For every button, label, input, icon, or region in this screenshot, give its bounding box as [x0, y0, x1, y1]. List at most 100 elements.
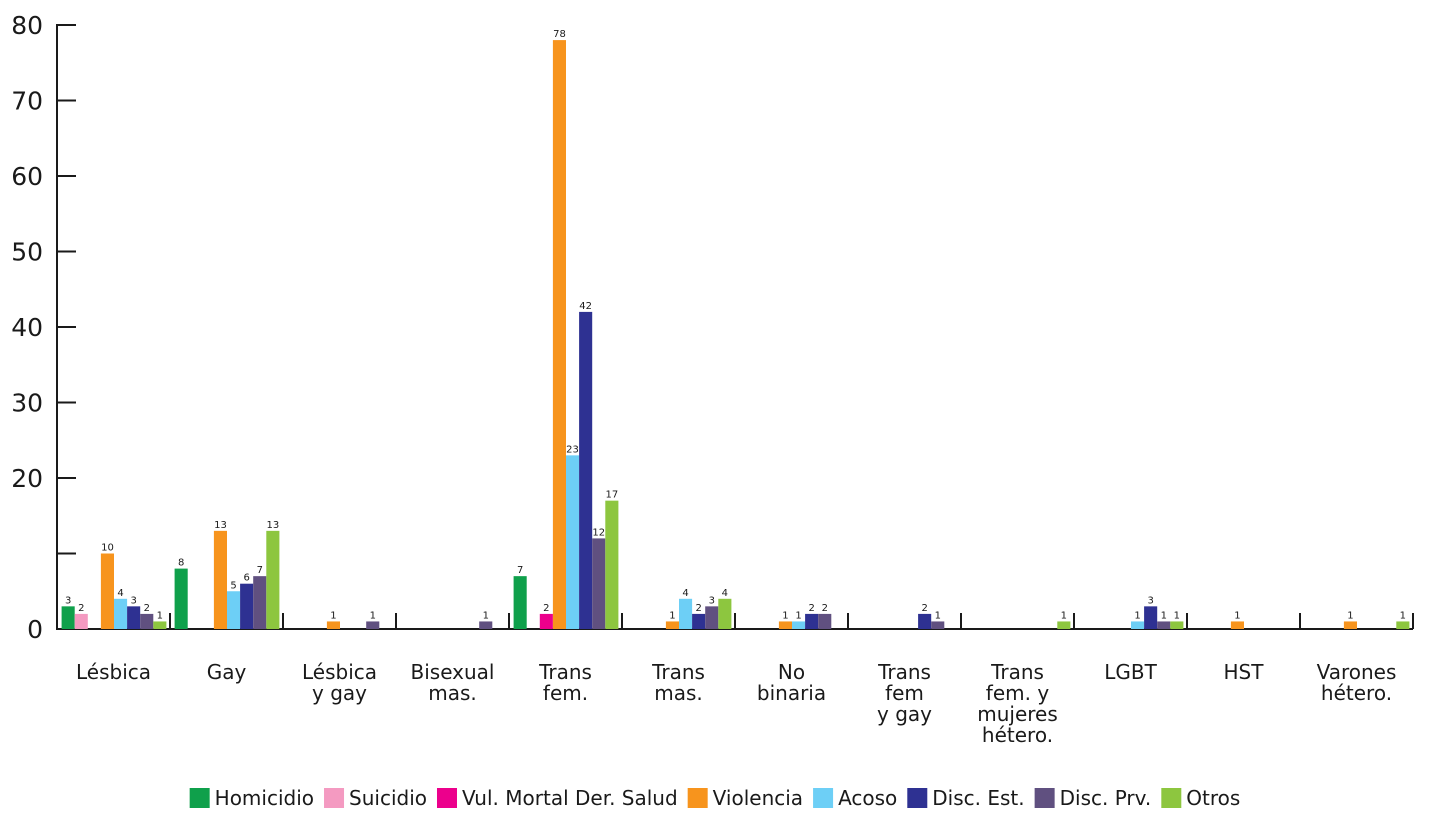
legend-label: Acoso [838, 786, 897, 810]
x-tick-label: binaria [757, 681, 826, 705]
bar [931, 621, 945, 629]
bar [778, 621, 792, 629]
data-label: 1 [669, 610, 675, 621]
legend-label: Vul. Mortal Der. Salud [462, 786, 678, 810]
legend-swatch [1034, 788, 1055, 808]
data-label: 23 [566, 444, 579, 455]
x-tick-label: Trans [990, 660, 1044, 684]
data-label: 2 [921, 603, 927, 614]
legend-swatch [907, 788, 928, 808]
bar [1343, 621, 1357, 629]
legend-label: Homicidio [215, 786, 314, 810]
bar [918, 613, 932, 629]
bar [1230, 621, 1244, 629]
legend-swatch [687, 788, 708, 808]
x-tick-label: Trans [877, 660, 931, 684]
y-tick-label: 20 [11, 464, 43, 493]
bar [266, 530, 280, 629]
bar [213, 530, 227, 629]
data-label: 10 [101, 543, 114, 554]
data-label: 1 [935, 610, 941, 621]
x-tick-label: Bisexual [411, 660, 495, 684]
bar [539, 613, 553, 629]
data-label: 1 [1174, 610, 1180, 621]
bar [127, 606, 141, 629]
data-label: 2 [144, 603, 150, 614]
legend-swatch [1161, 788, 1182, 808]
bar [1131, 621, 1145, 629]
data-label: 4 [117, 588, 123, 599]
data-label: 2 [822, 603, 828, 614]
data-label: 1 [1234, 610, 1240, 621]
data-label: 17 [605, 490, 618, 501]
bar [1157, 621, 1171, 629]
x-tick-label: Lésbica [76, 660, 151, 684]
y-tick-label: 0 [27, 615, 43, 644]
data-label: 1 [1161, 610, 1167, 621]
bar [140, 613, 154, 629]
bar [579, 311, 593, 629]
bar [326, 621, 340, 629]
x-tick-label: Trans [538, 660, 592, 684]
x-tick-label: Trans [651, 660, 705, 684]
y-tick-label: 30 [11, 389, 43, 418]
legend-swatch [189, 788, 210, 808]
data-label: 1 [782, 610, 788, 621]
x-tick-label: mas. [654, 681, 703, 705]
data-label: 8 [178, 558, 184, 569]
bar [818, 613, 832, 629]
bar [679, 598, 693, 629]
bar [240, 583, 254, 629]
data-label: 13 [214, 520, 227, 531]
bar [253, 576, 267, 629]
x-tick-label: fem [885, 681, 924, 705]
data-label: 6 [243, 573, 249, 584]
bar [592, 538, 606, 629]
legend-label: Suicidio [349, 786, 427, 810]
x-tick-label: Varones [1317, 660, 1397, 684]
bar [552, 40, 566, 630]
bar [805, 613, 819, 629]
data-label: 1 [1400, 610, 1406, 621]
x-tick-label: Lésbica [302, 660, 377, 684]
x-tick-label: mas. [428, 681, 477, 705]
data-label: 1 [1134, 610, 1140, 621]
legend-label: Disc. Prv. [1060, 786, 1152, 810]
data-label: 13 [266, 520, 279, 531]
bar [1170, 621, 1184, 629]
y-tick-label: 80 [11, 11, 43, 40]
data-label: 1 [1347, 610, 1353, 621]
bar [1057, 621, 1071, 629]
data-label: 1 [370, 610, 376, 621]
bar [692, 613, 706, 629]
data-label: 42 [579, 301, 592, 312]
data-label: 2 [808, 603, 814, 614]
y-tick-label: 70 [11, 87, 43, 116]
data-label: 3 [130, 595, 136, 606]
y-tick-label: 60 [11, 162, 43, 191]
x-tick-label: mujeres [977, 702, 1058, 726]
data-label: 1 [795, 610, 801, 621]
data-label: 2 [78, 603, 84, 614]
bar [61, 606, 75, 629]
data-label: 4 [682, 588, 688, 599]
x-tick-label: fem. y [986, 681, 1050, 705]
data-label: 3 [709, 595, 715, 606]
data-label: 7 [257, 565, 263, 576]
legend-label: Otros [1186, 786, 1240, 810]
data-label: 3 [65, 595, 71, 606]
data-label: 1 [330, 610, 336, 621]
bar [1396, 621, 1410, 629]
bar [1144, 606, 1158, 629]
legend-swatch [813, 788, 834, 808]
data-label: 1 [483, 610, 489, 621]
bar [174, 568, 188, 629]
bar [227, 591, 241, 629]
data-label: 4 [722, 588, 728, 599]
bar [605, 500, 619, 629]
y-tick-label: 40 [11, 313, 43, 342]
data-label: 5 [230, 580, 236, 591]
data-label: 12 [592, 527, 605, 538]
legend-label: Violencia [713, 786, 803, 810]
